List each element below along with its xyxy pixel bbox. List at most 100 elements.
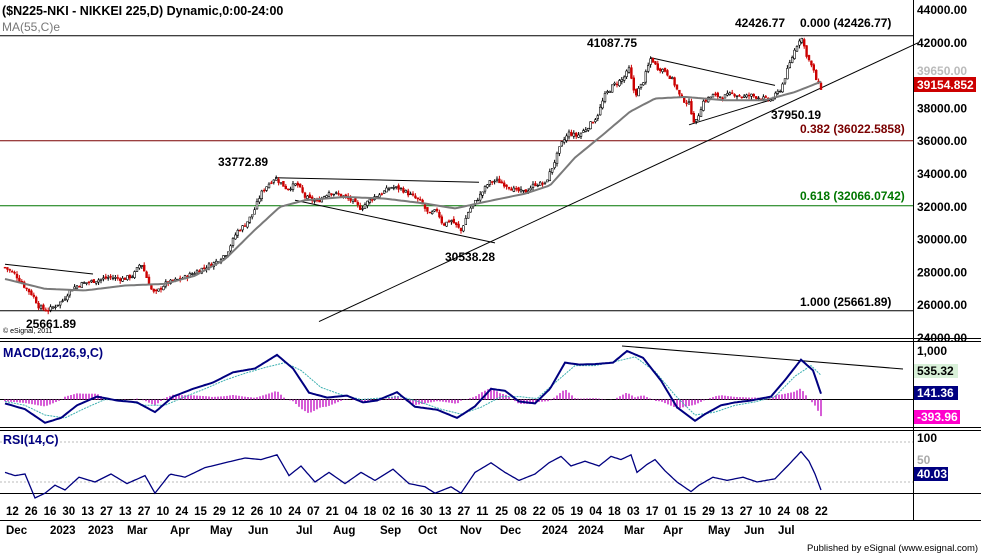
candle-body xyxy=(798,40,801,46)
price-axis-hidden-label: 39650.00 xyxy=(917,64,967,78)
candle xyxy=(354,197,357,203)
last-price-label: 39154.852 xyxy=(917,78,974,92)
candle-body xyxy=(128,274,131,279)
candle xyxy=(90,279,93,283)
candle xyxy=(673,76,676,88)
x-month-label: Mar xyxy=(624,525,645,537)
annotations: 42426.77 0.000 (42426.77) 41087.75 37950… xyxy=(26,16,905,331)
trendline-jun23-lower xyxy=(294,199,496,244)
price-tick: 32000.00 xyxy=(917,200,967,214)
candle-body xyxy=(143,264,146,272)
candle xyxy=(490,180,494,185)
chart-title: ($N225-NKI - NIKKEI 225,D) Dynamic,0:00-… xyxy=(2,4,283,18)
rsi-axis: 100 50 40.03 xyxy=(914,431,948,481)
x-day-label: 13 xyxy=(721,506,734,518)
x-day-label: 19 xyxy=(570,506,583,518)
x-month-label: 2023 xyxy=(88,525,114,537)
label-low-jun: 37950.19 xyxy=(771,108,821,122)
candle-body xyxy=(119,278,122,281)
candle-body xyxy=(282,181,285,187)
candle-body xyxy=(632,77,636,91)
candle-body xyxy=(457,223,460,228)
candle-body xyxy=(270,182,273,184)
candle xyxy=(239,228,242,232)
candle xyxy=(646,62,650,74)
candle-body xyxy=(534,183,537,186)
candle xyxy=(279,182,283,185)
x-month-label: 2023 xyxy=(50,525,76,537)
candle-body xyxy=(483,186,487,192)
candle-body xyxy=(42,304,45,310)
candle-body xyxy=(241,225,244,231)
candle xyxy=(241,225,244,233)
candle xyxy=(409,191,412,195)
candle xyxy=(102,275,105,282)
candle xyxy=(531,181,535,191)
candle xyxy=(51,305,55,310)
candle-body xyxy=(608,90,612,93)
candle-body xyxy=(658,68,662,71)
candle-body xyxy=(337,193,340,195)
candle-body xyxy=(805,45,808,57)
candle xyxy=(536,183,540,188)
candle xyxy=(656,60,660,71)
candle xyxy=(330,193,333,197)
candle-body xyxy=(99,278,103,281)
x-day-label: 08 xyxy=(514,506,527,518)
macd-title: MACD(12,26,9,C) xyxy=(3,346,103,360)
candle-body xyxy=(495,178,499,181)
candle xyxy=(502,180,506,189)
candle xyxy=(702,99,705,112)
candle-body xyxy=(334,192,338,194)
candle-body xyxy=(666,70,669,76)
candle xyxy=(637,86,640,97)
candle xyxy=(658,67,662,74)
candle-body xyxy=(109,275,112,278)
rsi-value-badge xyxy=(914,467,948,481)
candle-body xyxy=(325,195,328,198)
candle-body xyxy=(236,230,239,236)
candle xyxy=(788,59,792,69)
candle-body xyxy=(754,96,758,99)
candle-body xyxy=(438,211,441,218)
trendline-dec22-down xyxy=(4,263,94,275)
label-fib-100: 1.000 (25661.89) xyxy=(800,295,891,309)
macd-divergence-line xyxy=(621,345,904,370)
candle-body xyxy=(114,277,117,279)
candle xyxy=(615,81,619,88)
candle-body xyxy=(30,290,33,296)
candle-body xyxy=(769,99,772,102)
candle-body xyxy=(198,270,201,273)
candle xyxy=(493,179,496,185)
candle-body xyxy=(512,187,516,192)
candle xyxy=(416,197,419,202)
candle xyxy=(406,188,410,198)
candle xyxy=(651,57,655,63)
candle-body xyxy=(32,294,36,297)
candle xyxy=(795,45,799,52)
candle-body xyxy=(95,281,98,284)
candle-body xyxy=(430,211,434,215)
price-tick: 28000.00 xyxy=(917,265,967,279)
candle xyxy=(274,175,278,181)
candle-body xyxy=(75,285,79,289)
candle xyxy=(745,93,748,99)
x-month-label: Dec xyxy=(500,525,522,537)
candle xyxy=(37,301,40,311)
candle-body xyxy=(459,227,463,232)
candle xyxy=(44,307,48,312)
candle-body xyxy=(714,93,717,96)
candle-body xyxy=(394,186,398,188)
candle-body xyxy=(555,152,559,164)
candle xyxy=(387,186,391,192)
candle-body xyxy=(433,209,436,212)
candle-body xyxy=(709,96,712,99)
candle-body xyxy=(738,95,741,97)
candle xyxy=(517,186,520,193)
candle xyxy=(723,94,727,99)
candle xyxy=(128,274,131,281)
candle-body xyxy=(3,266,7,269)
candle-body xyxy=(615,83,619,86)
candle-body xyxy=(378,194,381,198)
candle-body xyxy=(56,304,60,307)
